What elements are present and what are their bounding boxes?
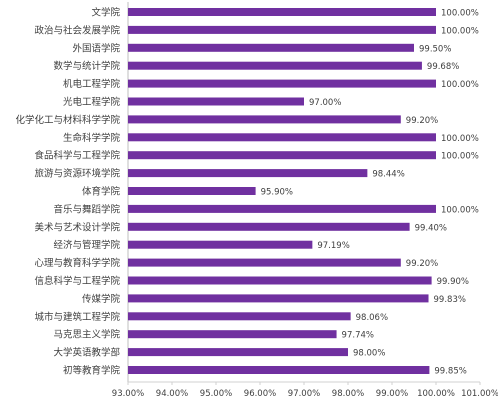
data-label: 100.00% (441, 134, 479, 144)
category-label: 数学与统计学院 (53, 60, 120, 72)
data-label: 98.44% (372, 170, 404, 180)
category-label: 政治与社会发展学院 (34, 24, 120, 36)
category-label: 生命科学学院 (63, 132, 121, 144)
data-label: 99.85% (434, 367, 466, 377)
x-tick-label: 98.00% (332, 389, 364, 399)
category-label: 传媒学院 (82, 293, 121, 305)
category-label: 外国语学院 (72, 42, 120, 54)
bar (128, 8, 436, 16)
category-label: 大学英语教学部 (53, 347, 120, 359)
bar (128, 25, 436, 34)
category-label: 文学院 (91, 7, 120, 19)
category-label: 机电工程学院 (63, 78, 121, 90)
x-tick-label: 101.00% (461, 389, 498, 399)
data-label: 95.90% (261, 188, 293, 198)
data-label: 100.00% (441, 80, 479, 90)
x-tick-label: 94.00% (156, 389, 188, 399)
bar (128, 330, 337, 339)
x-tick-label: 99.00% (376, 389, 408, 399)
data-label: 100.00% (441, 152, 479, 162)
category-label: 信息科学与工程学院 (34, 275, 120, 287)
bar (128, 222, 410, 231)
category-label: 经济与管理学院 (53, 239, 120, 251)
category-label: 初等教育学院 (63, 365, 121, 377)
data-label: 100.00% (441, 26, 479, 36)
data-label: 99.40% (415, 223, 447, 233)
bar (128, 79, 436, 88)
data-label: 99.90% (437, 277, 469, 287)
data-label: 98.06% (356, 313, 388, 323)
bar (128, 204, 436, 213)
bar (128, 151, 436, 160)
data-label: 97.00% (309, 98, 341, 108)
data-label: 100.00% (441, 205, 479, 215)
bar (128, 43, 414, 52)
category-label: 体育学院 (82, 186, 121, 198)
bar (128, 97, 304, 106)
data-label: 99.83% (434, 295, 466, 305)
bar (128, 187, 256, 195)
x-tick-label: 95.00% (200, 389, 232, 399)
data-label: 100.00% (441, 9, 479, 19)
x-tick-label: 93.00% (112, 389, 144, 399)
data-label: 99.50% (419, 44, 451, 54)
bar (128, 312, 351, 321)
bar (128, 348, 348, 357)
bar (128, 133, 436, 142)
category-label: 旅游与资源环境学院 (34, 168, 120, 180)
category-label: 美术与艺术设计学院 (34, 221, 120, 233)
bar (128, 240, 313, 249)
data-label: 99.20% (406, 116, 438, 126)
data-label: 97.19% (317, 241, 349, 251)
category-label: 化学化工与材料科学学院 (15, 114, 120, 126)
bar (128, 276, 432, 285)
category-label: 马克思主义学院 (53, 329, 120, 341)
x-tick-label: 97.00% (288, 389, 320, 399)
category-label: 心理与教育科学学院 (34, 257, 120, 269)
category-label: 城市与建筑工程学院 (34, 311, 120, 323)
data-label: 98.00% (353, 349, 385, 359)
x-tick-label: 100.00% (417, 389, 455, 399)
data-label: 97.74% (342, 331, 374, 341)
category-label: 音乐与舞蹈学院 (53, 203, 120, 215)
category-label: 食品科学与工程学院 (34, 150, 120, 162)
category-label: 光电工程学院 (63, 96, 121, 108)
bar (128, 258, 401, 267)
bar (128, 169, 368, 178)
bar (128, 61, 422, 70)
bar (128, 366, 430, 374)
data-label: 99.20% (406, 259, 438, 269)
x-tick-label: 96.00% (244, 389, 276, 399)
bar (128, 294, 429, 303)
data-label: 99.68% (427, 62, 459, 72)
bar (128, 115, 401, 124)
